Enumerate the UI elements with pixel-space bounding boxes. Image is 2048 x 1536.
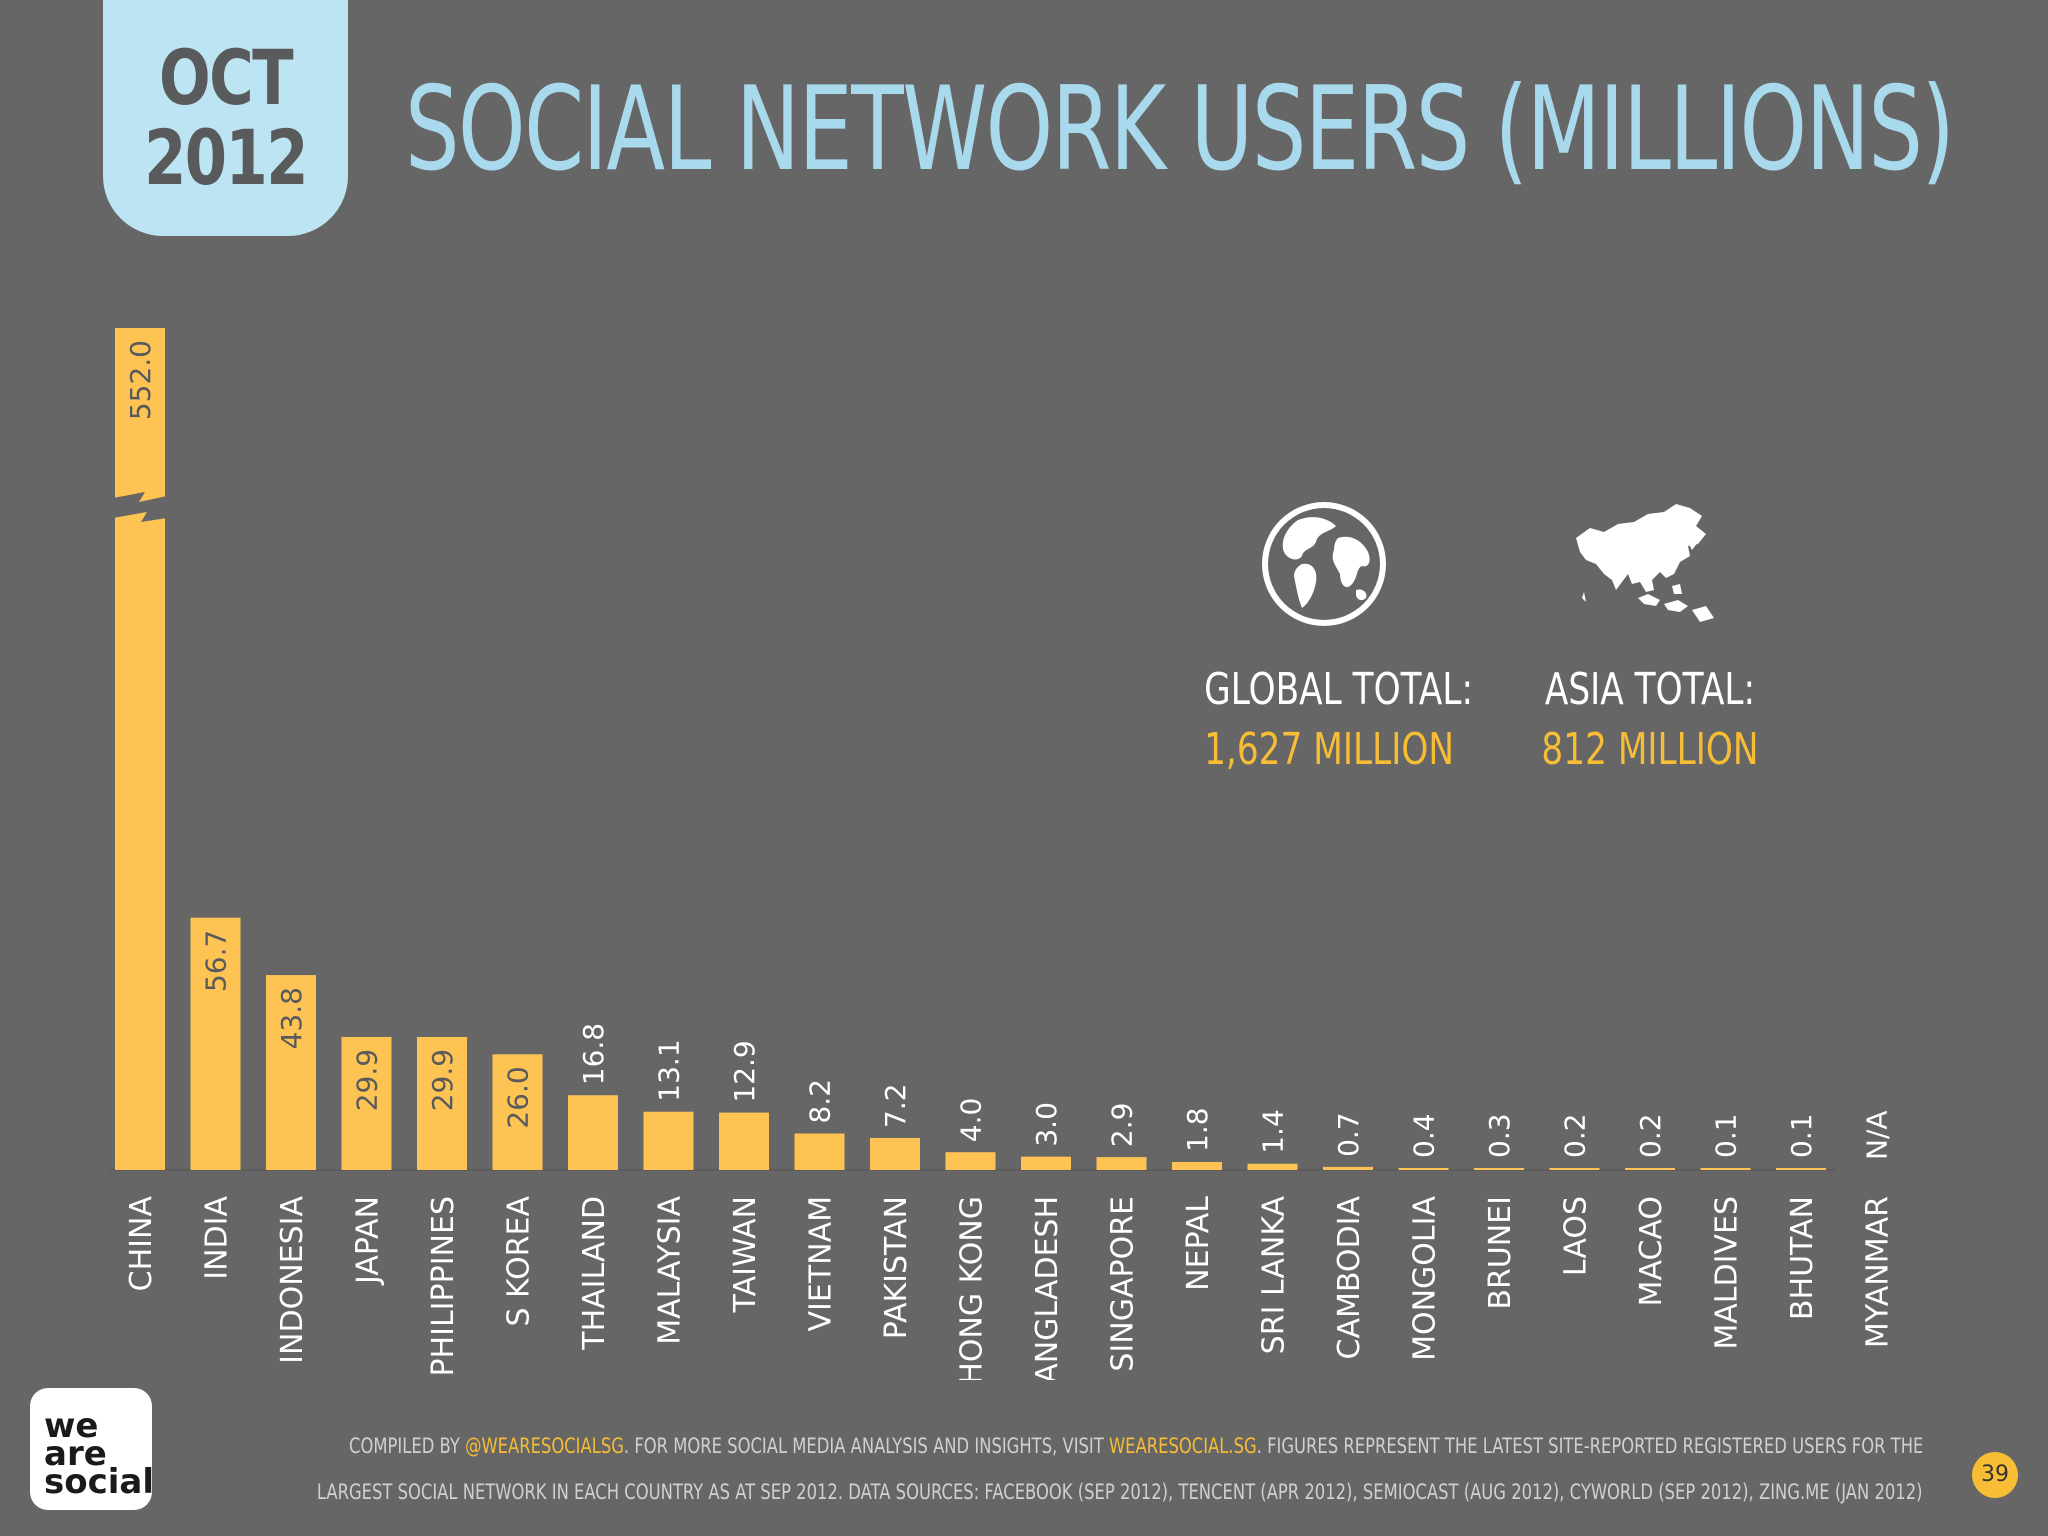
asia-total-label: ASIA TOTAL: <box>1544 664 1756 715</box>
category-label: MACAO <box>1634 1196 1669 1306</box>
category-label: PHILIPPINES <box>426 1196 461 1377</box>
bar-pakistan <box>870 1137 920 1170</box>
value-label: N/A <box>1861 1110 1894 1160</box>
bar-chart: 552.0 CHINA 56.7 INDIA 43.8 INDONESIA 29.9 JAPA… <box>113 328 1896 1380</box>
value-label: 13.1 <box>653 1039 686 1101</box>
date-badge: OCT 2012 <box>103 0 348 236</box>
value-label: 56.7 <box>200 930 233 992</box>
bar-nepal <box>1172 1161 1222 1170</box>
value-label: 552.0 <box>124 340 157 420</box>
value-label: 3.0 <box>1030 1102 1063 1147</box>
bar-china <box>115 328 165 1170</box>
category-label: CAMBODIA <box>1332 1196 1367 1360</box>
category-label: INDIA <box>200 1196 235 1280</box>
category-label: MYANMAR <box>1861 1196 1896 1348</box>
value-label: 29.9 <box>351 1049 384 1111</box>
twitter-link[interactable]: @WEARESOCIALSG <box>464 1434 624 1458</box>
category-label: S KOREA <box>502 1196 537 1327</box>
bar-taiwan <box>719 1112 769 1170</box>
value-label: 1.4 <box>1257 1109 1290 1154</box>
bar-brunei <box>1474 1168 1524 1170</box>
category-label: HONG KONG <box>955 1196 990 1380</box>
global-total-value: 1,627 MILLION <box>1204 724 1455 775</box>
category-label: MALAYSIA <box>653 1196 688 1345</box>
category-label: SINGAPORE <box>1106 1196 1141 1372</box>
category-label: THAILAND <box>577 1196 612 1351</box>
category-label: BHUTAN <box>1785 1196 1820 1320</box>
bar-s-korea <box>492 1054 543 1170</box>
value-label: 1.8 <box>1181 1107 1214 1152</box>
we-are-social-logo: we are social <box>30 1388 155 1510</box>
category-label: MALDIVES <box>1710 1196 1745 1350</box>
footer-text: COMPILED BY <box>348 1434 465 1458</box>
logo-line: social <box>44 1462 155 1502</box>
value-label: 16.8 <box>577 1023 610 1085</box>
bar-philippines <box>417 1036 467 1170</box>
bar-malaysia <box>643 1111 694 1170</box>
bar-sri-lanka <box>1247 1163 1298 1170</box>
bar-bhutan <box>1776 1168 1826 1170</box>
footer-text: LARGEST SOCIAL NETWORK IN EACH COUNTRY A… <box>317 1480 1923 1504</box>
global-total-label: GLOBAL TOTAL: <box>1204 664 1474 715</box>
bar-singapore <box>1096 1157 1147 1170</box>
category-label: JAPAN <box>351 1196 386 1286</box>
footer-line-1: COMPILED BY @WEARESOCIALSG. FOR MORE SOC… <box>349 1434 1923 1458</box>
value-label: 0.7 <box>1332 1112 1365 1157</box>
category-label: BANGLADESH <box>1030 1196 1065 1380</box>
bar-indonesia <box>266 975 316 1170</box>
value-label: 0.2 <box>1559 1113 1592 1158</box>
asia-map-icon <box>1576 504 1714 622</box>
category-label: LAOS <box>1559 1196 1594 1276</box>
value-label: 2.9 <box>1106 1103 1139 1148</box>
date-year: 2012 <box>144 113 308 202</box>
logo-line: we <box>44 1406 99 1446</box>
category-label: MONGOLIA <box>1408 1196 1443 1361</box>
bar-cambodia <box>1323 1166 1373 1170</box>
category-label: SRI LANKA <box>1257 1196 1292 1355</box>
bar-thailand <box>568 1095 618 1170</box>
bar-laos <box>1549 1168 1600 1170</box>
value-label: 0.4 <box>1408 1113 1441 1158</box>
category-label: PAKISTAN <box>879 1196 914 1339</box>
category-label: BRUNEI <box>1483 1196 1518 1310</box>
value-label: 0.1 <box>1710 1113 1743 1158</box>
global-total: GLOBAL TOTAL: 1,627 MILLION <box>1204 660 1474 780</box>
value-label: 29.9 <box>426 1049 459 1111</box>
logo-line: are <box>44 1434 107 1474</box>
bar-macao <box>1625 1168 1675 1170</box>
bar-maldives <box>1700 1168 1751 1170</box>
value-label: 0.2 <box>1634 1113 1667 1158</box>
value-label: 8.2 <box>804 1079 837 1124</box>
bar-bangladesh <box>1021 1156 1071 1170</box>
bar-hong-kong <box>945 1152 996 1170</box>
bar-japan <box>341 1036 392 1170</box>
asia-total-value: 812 MILLION <box>1541 724 1759 775</box>
value-label: 0.1 <box>1785 1113 1818 1158</box>
footer-text: . FIGURES REPRESENT THE LATEST SITE-REPO… <box>1256 1434 1923 1458</box>
category-label: CHINA <box>124 1196 159 1292</box>
value-label: 12.9 <box>728 1040 761 1102</box>
footer-text: . FOR MORE SOCIAL MEDIA ANALYSIS AND INS… <box>623 1434 1109 1458</box>
asia-total: ASIA TOTAL: 812 MILLION <box>1533 660 1767 780</box>
date-month: OCT <box>159 33 294 122</box>
page-number: 39 <box>1972 1452 2018 1498</box>
value-label: 26.0 <box>502 1066 535 1128</box>
value-label: 0.3 <box>1483 1113 1516 1158</box>
website-link[interactable]: WEARESOCIAL.SG <box>1108 1434 1257 1458</box>
value-label: 7.2 <box>879 1083 912 1128</box>
bar-vietnam <box>794 1133 845 1170</box>
category-label: NEPAL <box>1181 1196 1216 1291</box>
footer-line-2: LARGEST SOCIAL NETWORK IN EACH COUNTRY A… <box>317 1480 1923 1504</box>
globe-icon <box>1262 502 1386 626</box>
category-label: TAIWAN <box>728 1196 763 1313</box>
bar-india <box>190 917 241 1170</box>
value-label: 43.8 <box>275 987 308 1049</box>
axis-break-mark <box>113 492 167 522</box>
value-label: 4.0 <box>955 1098 988 1143</box>
bar-mongolia <box>1398 1168 1449 1170</box>
category-label: VIETNAM <box>804 1196 839 1332</box>
category-label: INDONESIA <box>275 1196 310 1364</box>
